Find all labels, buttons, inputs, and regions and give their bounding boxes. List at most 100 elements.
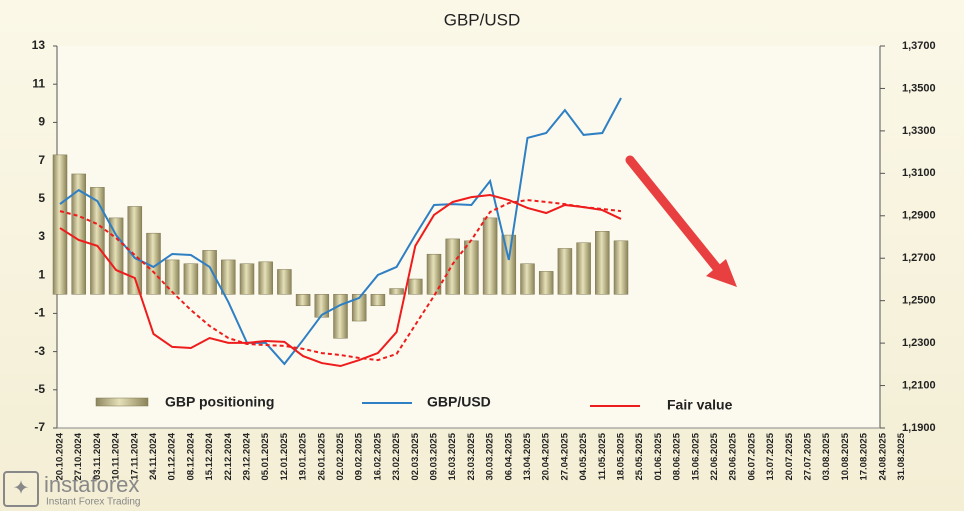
watermark-brand: instaforex bbox=[44, 472, 139, 497]
bar bbox=[108, 217, 124, 295]
x-tick-label: 02.03.2025 bbox=[410, 432, 421, 480]
y2-tick-label: 1,3100 bbox=[902, 167, 936, 179]
y-tick-label: -1 bbox=[34, 306, 45, 320]
y2-tick-label: 1,2500 bbox=[902, 295, 936, 307]
bar bbox=[370, 294, 386, 307]
y-tick-label: 11 bbox=[32, 76, 45, 90]
x-tick-label: 13.04.2025 bbox=[522, 432, 533, 480]
y-tick-label: 7 bbox=[38, 153, 45, 167]
y2-tick-label: 1,1900 bbox=[902, 422, 936, 434]
plot-area bbox=[57, 46, 880, 428]
y-tick-label: -5 bbox=[34, 382, 45, 396]
x-tick-label: 27.10.2024 bbox=[73, 432, 84, 480]
x-tick-label: 19.01.2025 bbox=[298, 432, 309, 480]
legend-label: Fair value bbox=[667, 397, 733, 413]
x-tick-label: 17.11.2024 bbox=[129, 432, 140, 480]
x-tick-label: 22.06.2025 bbox=[709, 432, 720, 480]
x-tick-label: 08.06.2025 bbox=[672, 432, 683, 480]
y-tick-label: 3 bbox=[38, 229, 45, 243]
x-tick-label: 09.02.2025 bbox=[354, 432, 365, 480]
bar bbox=[127, 206, 143, 295]
x-tick-label: 01.06.2025 bbox=[653, 432, 664, 480]
x-tick-label: 15.06.2025 bbox=[690, 432, 701, 480]
chart-title: GBP/USD bbox=[444, 10, 521, 29]
bar bbox=[557, 248, 573, 295]
svg-text:✦: ✦ bbox=[13, 477, 30, 499]
x-tick-label: 10.11.2024 bbox=[111, 432, 122, 480]
y-tick-label: -3 bbox=[34, 344, 45, 358]
bar bbox=[333, 294, 348, 339]
bar bbox=[52, 154, 68, 295]
x-tick-label: 27.07.2025 bbox=[803, 432, 814, 480]
bar bbox=[183, 263, 199, 295]
x-tick-label: 12.01.2025 bbox=[279, 432, 290, 480]
bar bbox=[314, 294, 330, 318]
bar bbox=[351, 294, 367, 322]
x-tick-label: 06.07.2025 bbox=[746, 432, 757, 480]
x-tick-label: 03.11.2024 bbox=[92, 432, 103, 480]
x-tick-label: 23.02.2025 bbox=[391, 432, 402, 480]
bar bbox=[90, 187, 105, 295]
watermark-tagline: Instant Forex Trading bbox=[46, 497, 141, 508]
bar bbox=[277, 269, 292, 295]
x-tick-label: 25.05.2025 bbox=[634, 432, 645, 480]
x-tick-label: 30.03.2025 bbox=[485, 432, 496, 480]
x-tick-label: 03.08.2025 bbox=[821, 432, 832, 480]
y-tick-label: -7 bbox=[34, 420, 45, 434]
bar bbox=[408, 278, 423, 295]
y2-tick-label: 1,2700 bbox=[902, 252, 936, 264]
x-tick-label: 13.07.2025 bbox=[765, 432, 776, 480]
x-tick-label: 23.03.2025 bbox=[466, 432, 477, 480]
x-tick-label: 31.08.2025 bbox=[896, 432, 907, 480]
x-tick-label: 27.04.2025 bbox=[559, 432, 570, 480]
y2-tick-label: 1,2100 bbox=[902, 379, 936, 391]
y2-tick-label: 1,3300 bbox=[902, 125, 936, 137]
y-tick-label: 1 bbox=[38, 267, 45, 281]
legend-label: GBP positioning bbox=[165, 394, 274, 410]
bar bbox=[445, 238, 460, 295]
legend-swatch bbox=[95, 397, 149, 407]
y2-tick-label: 1,2300 bbox=[902, 337, 936, 349]
x-tick-label: 16.02.2025 bbox=[372, 432, 383, 480]
bar bbox=[164, 259, 180, 295]
x-tick-label: 06.04.2025 bbox=[503, 432, 514, 480]
x-tick-label: 15.12.2024 bbox=[204, 432, 215, 480]
bar bbox=[576, 242, 591, 295]
line bbox=[59, 193, 622, 368]
bar bbox=[239, 263, 255, 295]
x-tick-label: 10.08.2025 bbox=[840, 432, 851, 480]
x-tick-label: 22.12.2024 bbox=[223, 432, 234, 480]
x-tick-label: 18.05.2025 bbox=[616, 432, 627, 480]
x-tick-label: 04.05.2025 bbox=[578, 432, 589, 480]
y2-tick-label: 1,3700 bbox=[902, 40, 936, 52]
x-tick-label: 08.12.2024 bbox=[185, 432, 196, 480]
bar bbox=[595, 231, 610, 295]
bar bbox=[295, 294, 311, 307]
x-tick-label: 17.08.2025 bbox=[859, 432, 870, 480]
arrow bbox=[625, 155, 737, 287]
bar bbox=[520, 263, 535, 295]
x-tick-label: 09.03.2025 bbox=[429, 432, 440, 480]
bar bbox=[389, 288, 404, 295]
y2-tick-label: 1,3500 bbox=[902, 82, 936, 94]
bar bbox=[613, 240, 629, 295]
bar bbox=[482, 217, 498, 295]
x-tick-label: 20.04.2025 bbox=[541, 432, 552, 480]
x-tick-label: 20.10.2024 bbox=[55, 432, 66, 480]
bar bbox=[258, 261, 273, 295]
y-tick-label: 5 bbox=[38, 191, 45, 205]
y-tick-label: 13 bbox=[32, 38, 46, 52]
x-tick-label: 24.11.2024 bbox=[148, 432, 159, 480]
line bbox=[59, 199, 622, 362]
x-tick-label: 11.05.2025 bbox=[597, 432, 608, 480]
x-tick-label: 29.06.2025 bbox=[728, 432, 739, 480]
x-tick-label: 01.12.2024 bbox=[167, 432, 178, 480]
bar bbox=[202, 250, 217, 295]
x-tick-label: 26.01.2025 bbox=[316, 432, 327, 480]
watermark: ✦ instaforex Instant Forex Trading bbox=[3, 471, 141, 508]
bar bbox=[71, 173, 86, 295]
x-tick-label: 02.02.2025 bbox=[335, 432, 346, 480]
legend-label: GBP/USD bbox=[427, 394, 491, 410]
x-tick-label: 24.08.2025 bbox=[877, 432, 888, 480]
